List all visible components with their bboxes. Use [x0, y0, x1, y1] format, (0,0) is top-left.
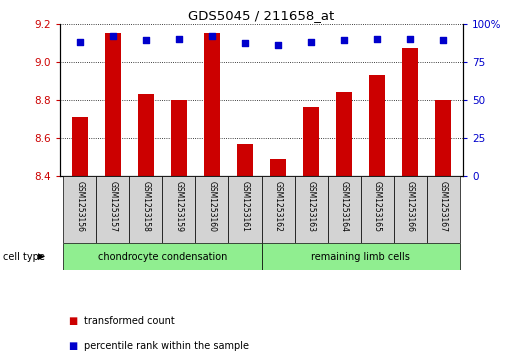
- Text: percentile rank within the sample: percentile rank within the sample: [84, 341, 248, 351]
- Text: ■: ■: [68, 341, 77, 351]
- Bar: [262, 243, 460, 270]
- Bar: [435, 100, 451, 176]
- Text: GSM1253157: GSM1253157: [108, 182, 118, 232]
- Text: GSM1253163: GSM1253163: [306, 182, 315, 232]
- Text: GSM1253167: GSM1253167: [439, 182, 448, 232]
- Point: [76, 39, 84, 45]
- Bar: [303, 107, 319, 176]
- Bar: [130, 176, 163, 243]
- Bar: [63, 243, 262, 270]
- Text: remaining limb cells: remaining limb cells: [311, 252, 410, 262]
- Bar: [402, 48, 418, 176]
- Text: GSM1253161: GSM1253161: [241, 182, 249, 232]
- Text: GSM1253159: GSM1253159: [175, 182, 184, 232]
- Text: transformed count: transformed count: [84, 316, 175, 326]
- Bar: [336, 92, 353, 176]
- Bar: [105, 33, 121, 176]
- Text: GSM1253158: GSM1253158: [141, 182, 151, 232]
- Text: GSM1253166: GSM1253166: [405, 182, 415, 232]
- Text: GSM1253160: GSM1253160: [208, 182, 217, 232]
- Text: GDS5045 / 211658_at: GDS5045 / 211658_at: [188, 9, 335, 22]
- Point: [406, 36, 414, 42]
- Bar: [196, 176, 229, 243]
- Bar: [237, 144, 253, 176]
- Text: GSM1253156: GSM1253156: [75, 182, 84, 232]
- Bar: [262, 176, 294, 243]
- Point: [109, 33, 117, 39]
- Bar: [427, 176, 460, 243]
- Point: [373, 36, 381, 42]
- Bar: [229, 176, 262, 243]
- Bar: [393, 176, 427, 243]
- Bar: [138, 94, 154, 176]
- Bar: [204, 33, 220, 176]
- Point: [340, 37, 348, 43]
- Bar: [63, 176, 96, 243]
- Bar: [170, 100, 187, 176]
- Text: cell type: cell type: [3, 252, 44, 262]
- Text: chondrocyte condensation: chondrocyte condensation: [98, 252, 227, 262]
- Bar: [72, 117, 88, 176]
- Bar: [163, 176, 196, 243]
- Point: [307, 39, 315, 45]
- Bar: [360, 176, 393, 243]
- Point: [241, 41, 249, 46]
- Bar: [369, 75, 385, 176]
- Text: GSM1253165: GSM1253165: [372, 182, 382, 232]
- Bar: [294, 176, 327, 243]
- Text: GSM1253164: GSM1253164: [339, 182, 348, 232]
- Bar: [327, 176, 360, 243]
- Text: ■: ■: [68, 316, 77, 326]
- Point: [208, 33, 216, 39]
- Bar: [96, 176, 130, 243]
- Text: GSM1253162: GSM1253162: [274, 182, 282, 232]
- Point: [175, 36, 183, 42]
- Text: ▶: ▶: [38, 252, 44, 261]
- Bar: [270, 159, 286, 176]
- Point: [142, 37, 150, 43]
- Point: [439, 37, 447, 43]
- Point: [274, 42, 282, 48]
